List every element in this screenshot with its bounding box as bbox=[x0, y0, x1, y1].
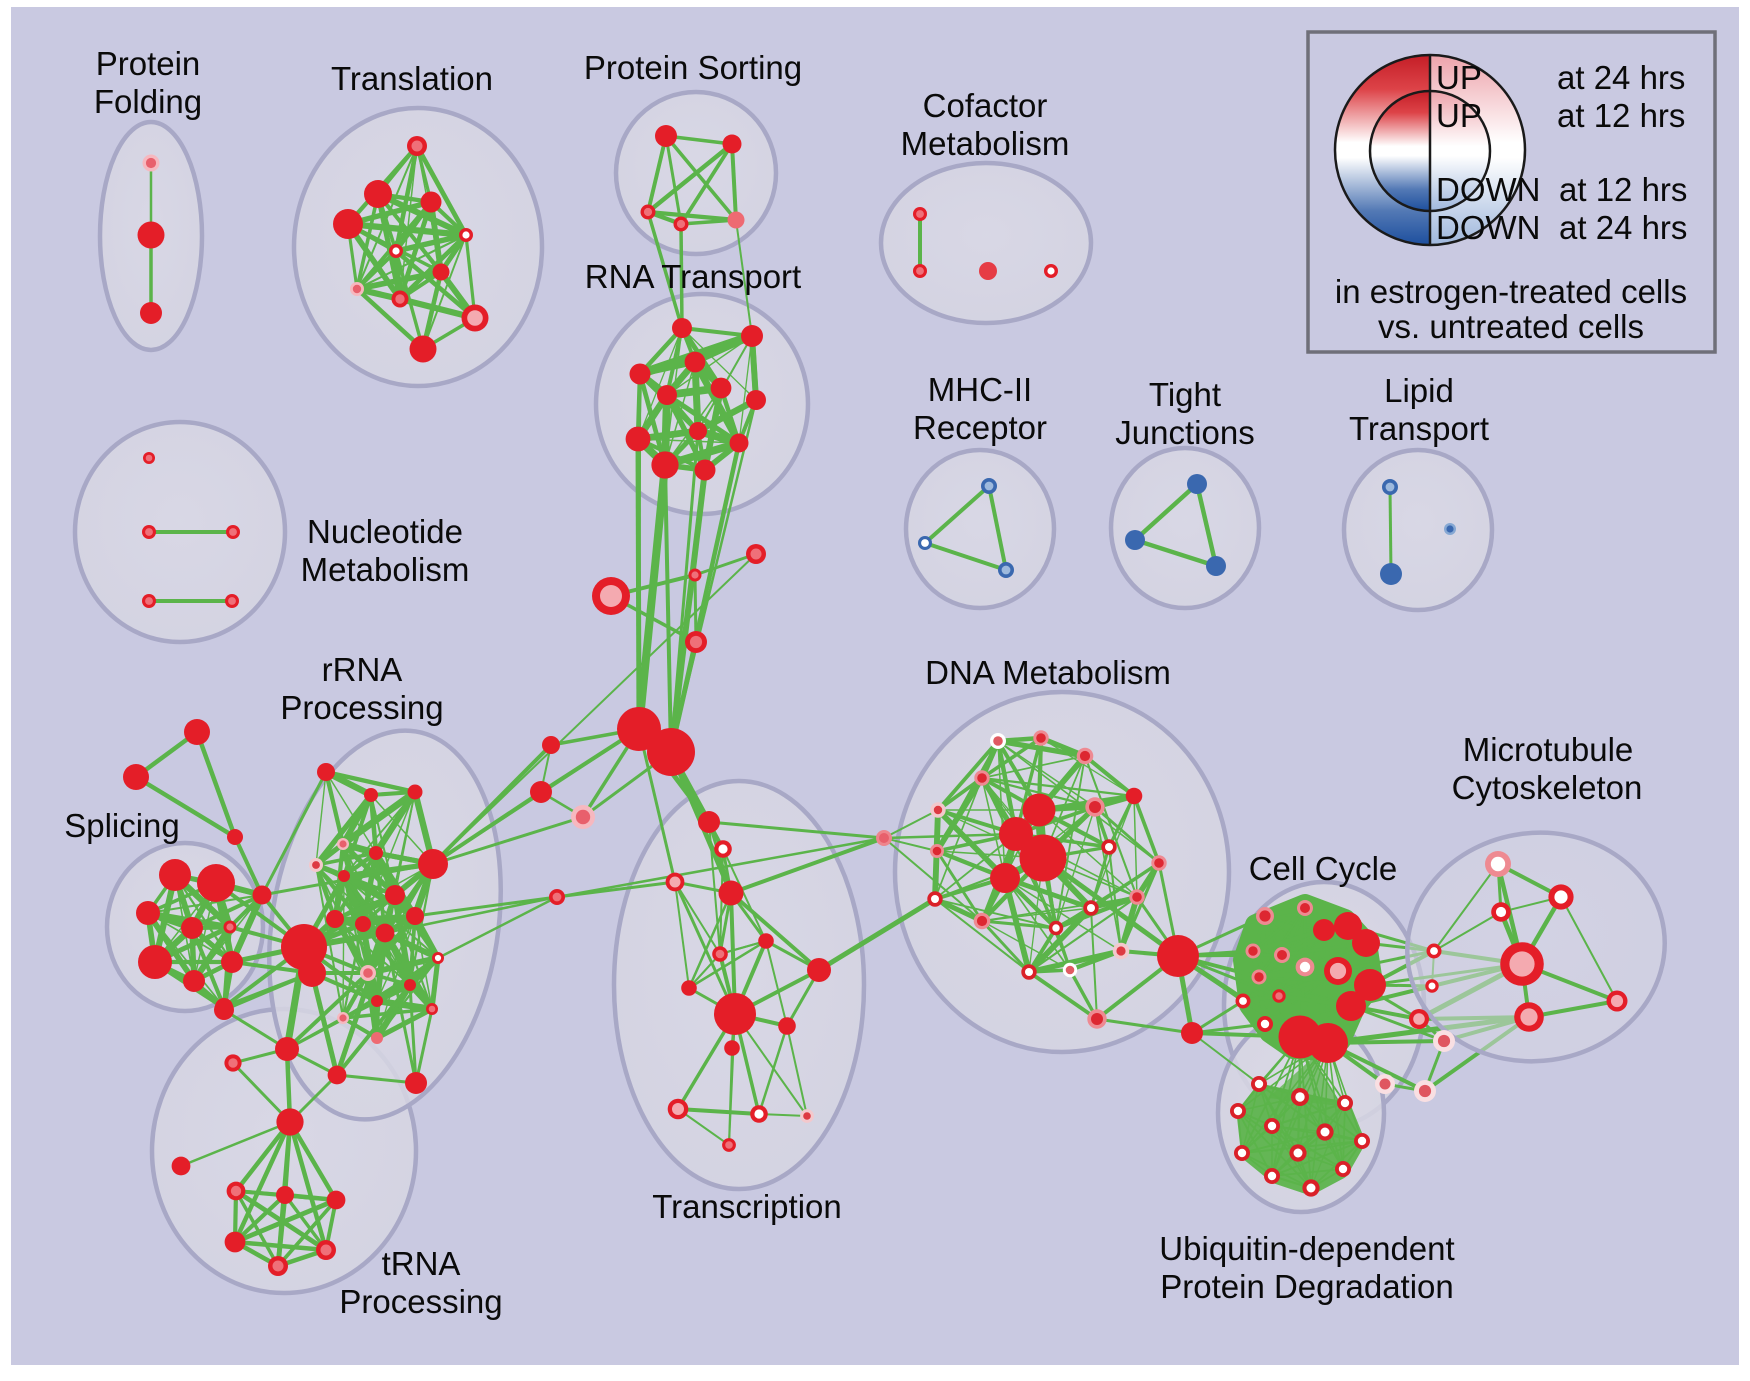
svg-text:Protein: Protein bbox=[96, 45, 201, 82]
svg-text:UP: UP bbox=[1436, 59, 1482, 96]
svg-text:Metabolism: Metabolism bbox=[901, 125, 1070, 162]
svg-text:Folding: Folding bbox=[94, 83, 202, 120]
svg-text:Nucleotide: Nucleotide bbox=[307, 513, 463, 550]
svg-text:Processing: Processing bbox=[280, 689, 443, 726]
svg-text:Transport: Transport bbox=[1349, 410, 1489, 447]
svg-text:Ubiquitin-dependent: Ubiquitin-dependent bbox=[1159, 1230, 1454, 1267]
svg-text:Protein Sorting: Protein Sorting bbox=[584, 49, 802, 86]
svg-text:at 12 hrs: at 12 hrs bbox=[1557, 97, 1685, 134]
svg-text:at 24 hrs: at 24 hrs bbox=[1557, 59, 1685, 96]
svg-text:RNA Transport: RNA Transport bbox=[585, 258, 801, 295]
svg-text:DNA Metabolism: DNA Metabolism bbox=[925, 654, 1171, 691]
svg-text:UP: UP bbox=[1436, 97, 1482, 134]
svg-text:Cell Cycle: Cell Cycle bbox=[1249, 850, 1398, 887]
svg-text:Protein Degradation: Protein Degradation bbox=[1160, 1268, 1454, 1305]
svg-text:DOWN: DOWN bbox=[1436, 209, 1540, 246]
svg-text:Lipid: Lipid bbox=[1384, 372, 1454, 409]
svg-text:Tight: Tight bbox=[1149, 376, 1221, 413]
svg-text:Splicing: Splicing bbox=[64, 807, 180, 844]
svg-text:in estrogen-treated cells: in estrogen-treated cells bbox=[1335, 273, 1687, 310]
svg-text:Receptor: Receptor bbox=[913, 409, 1047, 446]
svg-text:Metabolism: Metabolism bbox=[301, 551, 470, 588]
svg-text:MHC-II: MHC-II bbox=[928, 371, 1032, 408]
svg-text:tRNA: tRNA bbox=[382, 1245, 461, 1282]
svg-text:Processing: Processing bbox=[339, 1283, 502, 1320]
svg-text:Junctions: Junctions bbox=[1115, 414, 1254, 451]
svg-text:Translation: Translation bbox=[331, 60, 493, 97]
svg-text:Cofactor: Cofactor bbox=[923, 87, 1048, 124]
svg-text:at 24 hrs: at 24 hrs bbox=[1559, 209, 1687, 246]
svg-text:Cytoskeleton: Cytoskeleton bbox=[1452, 769, 1643, 806]
svg-text:DOWN: DOWN bbox=[1436, 171, 1540, 208]
svg-text:Transcription: Transcription bbox=[652, 1188, 842, 1225]
svg-text:rRNA: rRNA bbox=[322, 651, 403, 688]
svg-text:vs. untreated cells: vs. untreated cells bbox=[1378, 308, 1644, 345]
svg-text:Microtubule: Microtubule bbox=[1463, 731, 1634, 768]
svg-text:at 12 hrs: at 12 hrs bbox=[1559, 171, 1687, 208]
